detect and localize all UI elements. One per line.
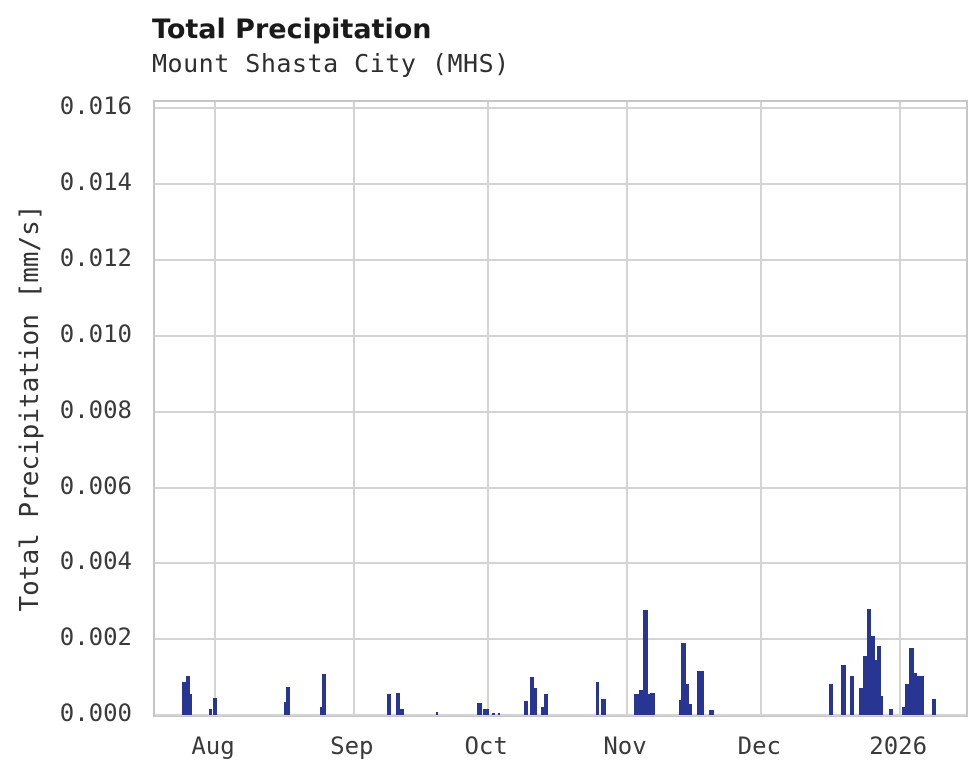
- precip-bar: [871, 636, 875, 715]
- y-tick-label: 0.016: [59, 92, 132, 121]
- horizontal-gridline: [155, 259, 966, 262]
- precip-bar: [483, 708, 489, 715]
- precip-bar: [829, 683, 834, 715]
- vertical-gridline: [899, 102, 902, 715]
- precip-bar: [709, 709, 714, 715]
- vertical-gridline: [214, 102, 216, 715]
- vertical-gridline: [487, 102, 490, 715]
- horizontal-gridline: [155, 334, 966, 337]
- precip-bar: [913, 673, 918, 715]
- vertical-gridline: [352, 102, 355, 715]
- horizontal-gridline: [155, 714, 966, 716]
- precip-bar: [909, 647, 914, 715]
- precip-bar: [863, 656, 867, 715]
- horizontal-gridline: [155, 107, 966, 110]
- precip-bar: [400, 708, 404, 715]
- precip-bar: [529, 677, 535, 715]
- precip-bar: [905, 683, 910, 715]
- vertical-gridline: [626, 102, 628, 715]
- y-tick-label: 0.014: [59, 168, 132, 197]
- precip-bar: [386, 694, 392, 715]
- precip-bar: [650, 693, 655, 715]
- precip-bar: [182, 682, 186, 715]
- precip-bar: [642, 610, 648, 715]
- precip-bar: [889, 708, 894, 715]
- x-tick-label: Oct: [464, 732, 508, 760]
- plot-area: [153, 100, 968, 717]
- precip-bar: [544, 694, 549, 715]
- precip-bar: [600, 698, 606, 715]
- precip-bar: [189, 694, 193, 715]
- y-tick-label: 0.000: [59, 699, 132, 727]
- precip-bar: [497, 713, 500, 715]
- chart-title: Total Precipitation: [152, 14, 432, 45]
- y-tick-label: 0.012: [59, 244, 132, 273]
- precip-bar: [866, 608, 872, 715]
- y-tick-label: 0.004: [59, 547, 132, 576]
- precip-bar: [859, 687, 863, 715]
- precip-bar: [395, 692, 401, 715]
- horizontal-gridline: [155, 562, 966, 565]
- chart-subtitle: Mount Shasta City (MHS): [152, 49, 510, 78]
- precip-bar: [321, 674, 326, 715]
- precip-bar: [685, 683, 690, 715]
- vertical-gridline: [760, 102, 763, 715]
- precip-bar: [689, 703, 692, 715]
- horizontal-gridline: [155, 183, 966, 186]
- x-tick-label: Dec: [737, 732, 782, 760]
- precip-bar: [680, 643, 686, 715]
- precip-bar: [319, 707, 322, 715]
- precip-bar: [283, 702, 287, 715]
- precip-bar: [697, 670, 704, 715]
- precip-bar: [208, 708, 213, 715]
- precip-bar: [595, 682, 600, 715]
- precip-bar: [874, 659, 877, 715]
- precip-bar: [881, 696, 884, 715]
- precip-bar: [841, 664, 846, 715]
- precip-bar: [633, 694, 639, 715]
- y-tick-label: 0.010: [59, 319, 132, 348]
- precip-bar: [286, 686, 290, 715]
- y-tick-label: 0.006: [59, 471, 132, 500]
- precip-bar: [534, 688, 537, 715]
- x-tick-label: Sep: [330, 732, 374, 760]
- horizontal-gridline: [155, 486, 966, 489]
- precip-bar: [849, 675, 854, 715]
- precip-bar: [917, 675, 924, 715]
- precip-bar: [476, 702, 482, 715]
- precip-bar: [524, 701, 529, 715]
- precip-bar: [876, 645, 882, 715]
- horizontal-gridline: [155, 638, 966, 641]
- y-tick-label: 0.008: [59, 395, 132, 424]
- y-tick-label: 0.002: [59, 623, 132, 652]
- precip-bar: [541, 707, 545, 715]
- x-tick-label: Aug: [191, 732, 235, 760]
- precip-bar: [212, 697, 217, 715]
- x-tick-label: 2026: [869, 732, 928, 760]
- horizontal-gridline: [155, 410, 966, 413]
- precip-bar: [678, 699, 681, 715]
- precip-bar: [492, 713, 495, 715]
- precip-bar: [435, 712, 439, 715]
- precip-bar: [647, 694, 651, 715]
- x-tick-label: Nov: [603, 732, 647, 760]
- precip-bar: [638, 690, 643, 715]
- precip-bar: [901, 707, 906, 715]
- precip-bar: [931, 698, 936, 715]
- precip-bar: [185, 675, 190, 715]
